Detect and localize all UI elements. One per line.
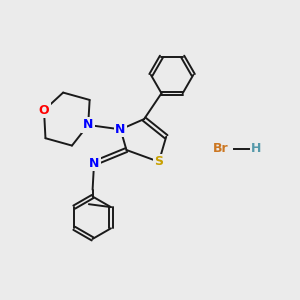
Text: S: S: [154, 155, 163, 168]
Text: O: O: [39, 104, 49, 117]
Text: Br: Br: [213, 142, 229, 155]
Text: N: N: [116, 123, 126, 136]
Text: N: N: [89, 157, 99, 170]
Text: N: N: [83, 118, 93, 131]
Text: H: H: [251, 142, 261, 155]
